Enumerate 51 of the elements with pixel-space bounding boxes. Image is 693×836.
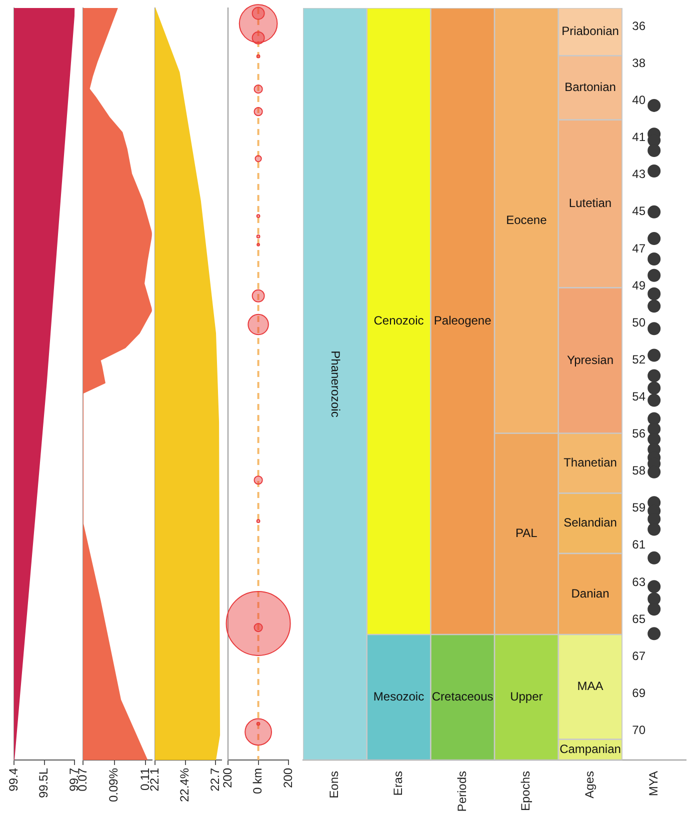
- x-tick-label: 22.7: [208, 768, 222, 792]
- x-tick-label: 0.09%: [106, 768, 121, 802]
- x-tick-label: Eras: [391, 771, 406, 796]
- series-label: Selandian: [564, 516, 617, 530]
- y-tick-label: 52: [632, 352, 646, 366]
- y-tick-label: 58: [632, 464, 646, 478]
- x-tick-label: Epochs: [518, 771, 533, 812]
- y-tick-label: 67: [632, 648, 646, 663]
- series-label: Thanetian: [564, 456, 617, 470]
- y-tick-label: 40: [632, 93, 646, 108]
- y-tick-label: 41: [632, 130, 646, 144]
- series-label: Priabonian: [562, 24, 619, 38]
- series-label: Paleogene: [434, 314, 492, 328]
- x-tick-label: 0 km: [250, 768, 265, 794]
- series-label: Cenozoic: [374, 314, 424, 328]
- series-label: Campanian: [560, 742, 621, 756]
- x-tick-label: Periods: [454, 771, 469, 812]
- x-tick-label: 200: [220, 768, 234, 788]
- y-tick-label: 65: [632, 612, 646, 626]
- series-label: Bartonian: [564, 80, 616, 94]
- series-label: Cretaceous: [432, 690, 494, 704]
- y-tick-label: 36: [632, 18, 646, 33]
- x-tick-label: 22.4%: [178, 768, 192, 802]
- x-tick-label: Ages: [582, 771, 597, 798]
- series-label: Ypresian: [567, 352, 614, 367]
- series-label: MAA: [577, 679, 604, 694]
- y-tick-label: 56: [632, 426, 646, 441]
- series-label: PAL: [516, 526, 538, 540]
- series-label: Upper: [510, 690, 543, 704]
- y-tick-label: 43: [632, 167, 646, 182]
- series-label: Danian: [571, 586, 610, 600]
- y-tick-label: 54: [632, 390, 646, 404]
- series-label: Lutetian: [568, 196, 612, 210]
- x-tick-label: 99.5L: [36, 768, 51, 798]
- y-tick-label: 47: [632, 241, 646, 256]
- x-tick-label: Eons: [327, 771, 342, 798]
- series-label: Phanerozoic: [328, 350, 343, 418]
- y-tick-label: 45: [632, 204, 646, 218]
- series-label: Mesozoic: [373, 690, 424, 704]
- y-tick-label: 59: [632, 500, 646, 515]
- y-tick-label: 49: [632, 278, 646, 292]
- y-tick-label: 50: [632, 315, 646, 330]
- y-tick-label: 70: [632, 723, 646, 738]
- x-tick-label: 200: [280, 768, 295, 788]
- x-tick-label: MYA: [646, 771, 660, 796]
- y-tick-label: 61: [632, 538, 646, 552]
- y-tick-label: 63: [632, 574, 646, 589]
- series-label: Eocene: [506, 212, 548, 227]
- y-tick-label: 69: [632, 686, 646, 700]
- x-tick-label: 99.4: [6, 768, 20, 792]
- y-tick-label: 38: [632, 56, 646, 70]
